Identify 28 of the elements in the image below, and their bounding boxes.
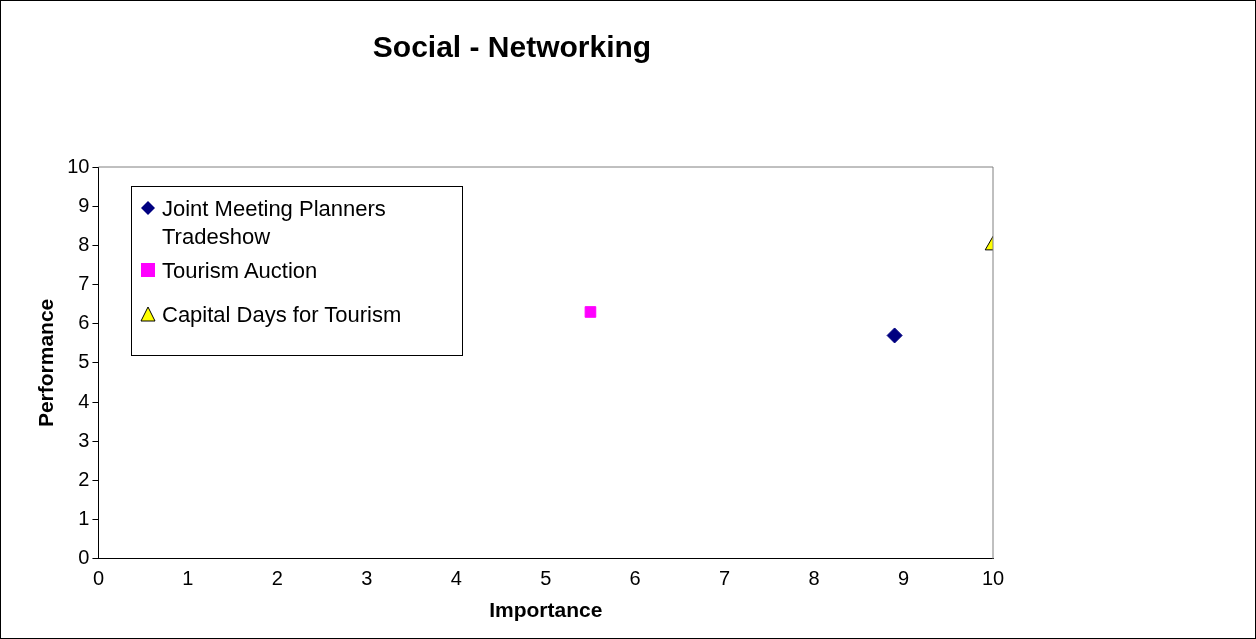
y-tick-label: 0 bbox=[78, 546, 90, 569]
y-tick-label: 8 bbox=[78, 232, 90, 255]
y-tick-label: 9 bbox=[78, 193, 90, 216]
x-tick-label: 2 bbox=[271, 567, 283, 590]
legend-label: Joint Meeting Planners Tradeshow bbox=[162, 195, 387, 251]
x-tick-label: 6 bbox=[629, 567, 641, 590]
x-tick-label: 0 bbox=[92, 567, 105, 590]
y-tick-label: 2 bbox=[78, 467, 90, 490]
x-tick-label: 5 bbox=[540, 567, 552, 590]
legend-label: Capital Days for Tourism bbox=[162, 301, 402, 329]
x-tick-label: 1 bbox=[182, 567, 194, 590]
x-tick-label: 8 bbox=[808, 567, 820, 590]
y-tick-label: 6 bbox=[78, 311, 90, 334]
y-tick-label: 5 bbox=[78, 350, 90, 373]
x-tick-label: 10 bbox=[981, 567, 1005, 590]
x-tick-label: 9 bbox=[897, 567, 910, 590]
x-tick-label: 3 bbox=[361, 567, 373, 590]
x-axis-title: Importance bbox=[489, 598, 603, 622]
y-tick-label: 1 bbox=[78, 507, 90, 530]
legend-label: Tourism Auction bbox=[162, 257, 318, 285]
x-tick-label: 7 bbox=[719, 567, 731, 590]
chart-title: Social - Networking bbox=[372, 30, 652, 64]
y-tick-label: 10 bbox=[67, 154, 90, 177]
y-tick-label: 3 bbox=[78, 428, 90, 451]
x-tick-label: 4 bbox=[450, 567, 462, 590]
y-tick-label: 4 bbox=[78, 389, 90, 412]
y-axis-title: Performance bbox=[34, 298, 58, 428]
y-tick-label: 7 bbox=[78, 272, 90, 295]
